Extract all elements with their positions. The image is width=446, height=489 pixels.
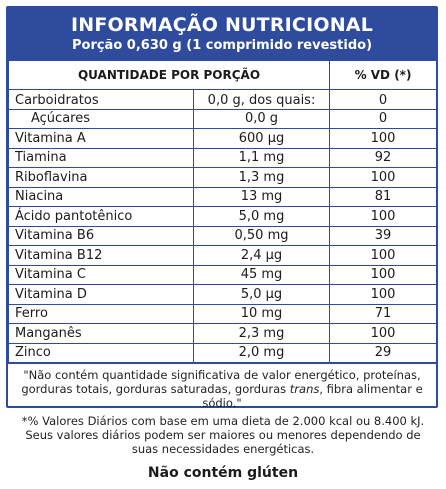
nutrient-amount: 5,0 mg <box>193 206 330 227</box>
nutrient-vd: 92 <box>329 147 437 168</box>
not-significant-note: "Não contém quantidade significativa de … <box>8 363 436 413</box>
nutrient-vd: 100 <box>329 284 437 305</box>
table-row: Vitamina A 600 µg 100 <box>8 128 437 149</box>
nutrient-amount: 1,3 mg <box>193 167 330 188</box>
nutrient-vd: 100 <box>329 167 437 188</box>
nutrient-amount: 0,0 g, dos quais: <box>193 89 330 110</box>
nutrient-vd: 100 <box>329 264 437 285</box>
nutrient-name: Niacina <box>8 186 194 207</box>
table-row: Niacina 13 mg 81 <box>8 186 437 207</box>
table-row: Riboflavina 1,3 mg 100 <box>8 167 437 188</box>
daily-value-footnote: *% Valores Diários com base em uma dieta… <box>21 414 425 456</box>
note-line-2-start: gorduras totais, gorduras saturadas, gor… <box>21 382 290 396</box>
serving-size: Porção 0,630 g (1 comprimido revestido) <box>71 38 373 53</box>
vd-column-header: % VD (*) <box>329 60 437 90</box>
nutrient-amount: 5,0 µg <box>193 284 330 305</box>
nutrient-name: Ferro <box>8 303 194 324</box>
table-row: Carboidratos 0,0 g, dos quais: 0 <box>8 89 437 110</box>
table-row: Manganês 2,3 mg 100 <box>8 323 437 344</box>
nutrient-amount: 2,0 mg <box>193 342 330 363</box>
nutrient-name: Vitamina D <box>8 284 194 305</box>
nutrient-amount: 600 µg <box>193 128 330 149</box>
table-row: Vitamina C 45 mg 100 <box>8 264 437 285</box>
nutrient-vd: 39 <box>329 225 437 246</box>
nutrient-vd: 71 <box>329 303 437 324</box>
nutrient-amount: 1,1 mg <box>193 147 330 168</box>
nutrient-amount: 2,4 µg <box>193 245 330 266</box>
quantity-column-header: QUANTIDADE POR PORÇÃO <box>8 60 330 90</box>
nutrient-name: Tiamina <box>8 147 194 168</box>
table-row: Vitamina B6 0,50 mg 39 <box>8 225 437 246</box>
table-row: Ácido pantotênico 5,0 mg 100 <box>8 206 437 227</box>
nutrient-vd: 81 <box>329 186 437 207</box>
nutrient-name: Riboflavina <box>8 167 194 188</box>
nutrient-vd: 100 <box>329 206 437 227</box>
panel-title: INFORMAÇÃO NUTRICIONAL <box>70 14 374 36</box>
nutrient-amount: 13 mg <box>193 186 330 207</box>
nutrient-vd: 29 <box>329 342 437 363</box>
nutrient-vd: 100 <box>329 323 437 344</box>
nutrient-name: Vitamina B6 <box>8 225 194 246</box>
note-trans-italic: trans <box>289 382 320 396</box>
nutrition-facts-panel: INFORMAÇÃO NUTRICIONAL Porção 0,630 g (1… <box>6 6 438 410</box>
nutrient-vd: 100 <box>329 128 437 149</box>
nutrient-amount: 2,3 mg <box>193 323 330 344</box>
nutrient-vd: 100 <box>329 245 437 266</box>
nutrient-name: Vitamina B12 <box>8 245 194 266</box>
table-row: Vitamina D 5,0 µg 100 <box>8 284 437 305</box>
nutrient-name: Vitamina A <box>8 128 194 149</box>
nutrient-name: Zinco <box>8 342 194 363</box>
nutrient-name: Açúcares <box>8 108 194 129</box>
nutrient-amount: 45 mg <box>193 264 330 285</box>
nutrient-name: Manganês <box>8 323 194 344</box>
nutrition-header: INFORMAÇÃO NUTRICIONAL Porção 0,630 g (1… <box>8 8 436 60</box>
nutrient-name: Ácido pantotênico <box>8 206 194 227</box>
nutrient-vd: 0 <box>329 89 437 110</box>
nutrient-amount: 10 mg <box>193 303 330 324</box>
note-line-1: "Não contém quantidade significativa de … <box>23 368 421 382</box>
table-row: Zinco 2,0 mg 29 <box>8 342 437 363</box>
table-row: Ferro 10 mg 71 <box>8 303 437 324</box>
nutrient-name: Vitamina C <box>8 264 194 285</box>
nutrient-vd: 0 <box>329 108 437 129</box>
table-row: Vitamina B12 2,4 µg 100 <box>8 245 437 266</box>
nutrient-amount: 0,0 g <box>193 108 330 129</box>
nutrient-name: Carboidratos <box>8 89 194 110</box>
gluten-free-statement: Não contém glúten <box>147 465 299 481</box>
note-line-2-end: , fibra alimentar e sódio." <box>202 382 423 410</box>
nutrition-table: QUANTIDADE POR PORÇÃO % VD (*) Carboidra… <box>8 60 437 363</box>
table-header-row: QUANTIDADE POR PORÇÃO % VD (*) <box>8 60 437 90</box>
table-row: Tiamina 1,1 mg 92 <box>8 147 437 168</box>
nutrient-amount: 0,50 mg <box>193 225 330 246</box>
